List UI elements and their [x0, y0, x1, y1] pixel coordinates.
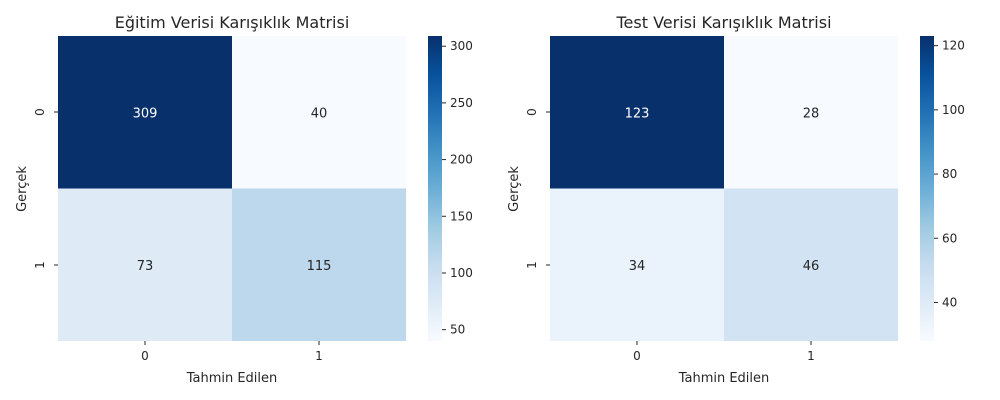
- heatmap-cell: [232, 36, 406, 189]
- y-tick-label: 1: [525, 261, 539, 269]
- x-tick-label: 1: [807, 349, 815, 363]
- cell-value-label: 40: [311, 106, 328, 121]
- colorbar-tick-label: 80: [942, 167, 957, 181]
- cell-value-label: 46: [803, 259, 820, 274]
- cell-value-label: 123: [625, 106, 650, 121]
- y-tick-label: 0: [525, 108, 539, 116]
- x-axis-ticks: 0 1: [633, 341, 815, 363]
- heatmap-panel-test: Test Verisi Karışıklık Matrisi 123 28 34 46…: [507, 13, 965, 386]
- y-axis-ticks: 0 1: [525, 108, 550, 269]
- colorbar-tick-label: 60: [942, 231, 957, 245]
- x-axis-label: Tahmin Edilen: [186, 371, 278, 386]
- cell-value-label: 115: [307, 259, 332, 274]
- heatmap-panel-train: Eğitim Verisi Karışıklık Matrisi 309 40 73…: [15, 13, 473, 386]
- cell-value-label: 309: [133, 106, 158, 121]
- colorbar-tick-label: 120: [942, 39, 965, 53]
- x-tick-label: 1: [315, 349, 323, 363]
- heatmap-cell: [724, 188, 898, 341]
- colorbar-tick-label: 100: [942, 103, 965, 117]
- y-tick-label: 1: [33, 261, 47, 269]
- x-tick-label: 0: [633, 349, 641, 363]
- cell-value-label: 28: [803, 106, 820, 121]
- y-tick-label: 0: [33, 108, 47, 116]
- x-axis-label: Tahmin Edilen: [678, 371, 770, 386]
- cell-value-label: 34: [629, 259, 646, 274]
- colorbar-tick-label: 250: [450, 96, 473, 110]
- colorbar-tick-label: 150: [450, 209, 473, 223]
- chart-title: Test Verisi Karışıklık Matrisi: [615, 13, 831, 32]
- colorbar-gradient: [428, 36, 442, 341]
- colorbar: 40 60 80 100 120: [920, 36, 965, 341]
- colorbar-tick-label: 40: [942, 295, 957, 309]
- heatmap-cell: [232, 188, 406, 341]
- heatmap-cell: [58, 188, 232, 341]
- heatmap-cell: [550, 188, 724, 341]
- x-axis-ticks: 0 1: [141, 341, 323, 363]
- y-axis-label: Gerçek: [15, 166, 30, 212]
- colorbar-gradient: [920, 36, 934, 341]
- x-tick-label: 0: [141, 349, 149, 363]
- heatmap-cell: [550, 36, 724, 189]
- heatmap-cells: 123 28 34 46: [550, 36, 898, 341]
- y-axis-ticks: 0 1: [33, 108, 58, 269]
- heatmap-cell: [58, 36, 232, 189]
- colorbar: 50 100 150 200 250 300: [428, 36, 473, 341]
- colorbar-tick-label: 50: [450, 323, 465, 337]
- chart-title: Eğitim Verisi Karışıklık Matrisi: [115, 13, 350, 32]
- heatmap-cell: [724, 36, 898, 189]
- colorbar-tick-label: 100: [450, 266, 473, 280]
- y-axis-label: Gerçek: [507, 166, 522, 212]
- colorbar-tick-label: 200: [450, 153, 473, 167]
- cell-value-label: 73: [137, 259, 154, 274]
- colorbar-tick-label: 300: [450, 39, 473, 53]
- heatmap-cells: 309 40 73 115: [58, 36, 406, 341]
